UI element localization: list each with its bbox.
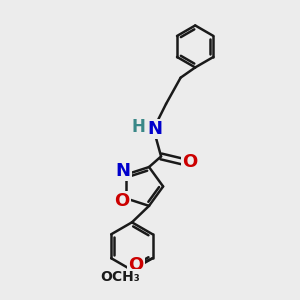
Text: O: O xyxy=(128,256,143,274)
Text: N: N xyxy=(148,120,163,138)
Text: OCH₃: OCH₃ xyxy=(101,270,140,283)
Text: H: H xyxy=(131,118,145,136)
Text: N: N xyxy=(116,162,131,180)
Text: O: O xyxy=(114,192,129,210)
Text: O: O xyxy=(182,153,198,171)
